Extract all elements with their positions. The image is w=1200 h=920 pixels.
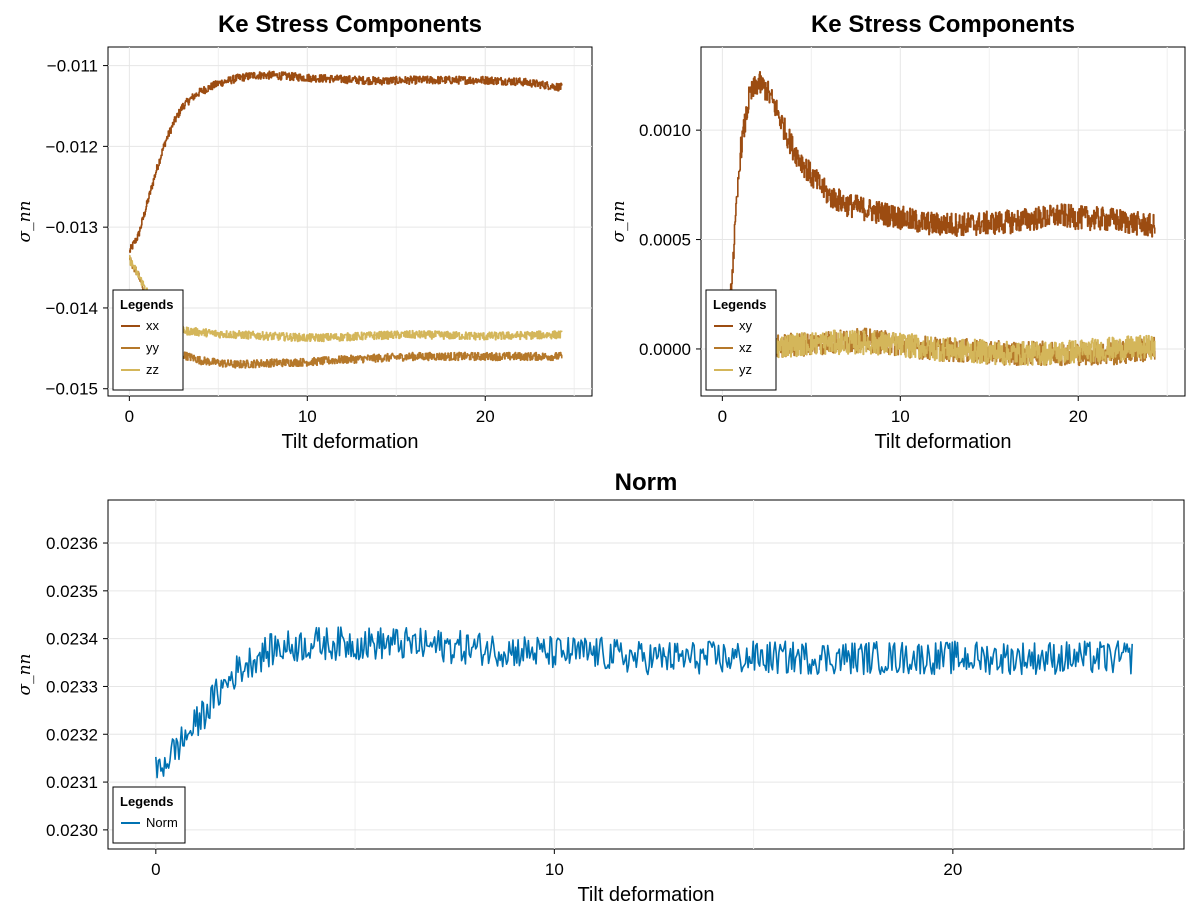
- legend-box: [705, 289, 777, 391]
- legend-item-label: yy: [146, 340, 160, 355]
- y-tick-label: 0.0005: [639, 231, 691, 250]
- x-tick-label: 0: [125, 407, 134, 426]
- y-tick-label: 0.0236: [46, 534, 98, 553]
- series-line-xx: [129, 70, 563, 253]
- chart-panel-3: 0 10 20 0.0230 0.0231 0.0232 0.0233 0.0234 0.023…: [15, 469, 1185, 906]
- legend-item-label: Norm: [146, 815, 178, 830]
- y-tick-label: 0.0233: [46, 677, 98, 696]
- y-tick-label: 0.0235: [46, 582, 98, 601]
- x-tick-label: 20: [476, 407, 495, 426]
- x-tick-label: 10: [891, 407, 910, 426]
- y-tick-label: −0.014: [46, 299, 98, 318]
- y-tick-label: 0.0010: [639, 121, 691, 140]
- y-tick-label: −0.015: [46, 380, 98, 399]
- plot-frame: [107, 499, 1185, 850]
- series-line-yz: [725, 329, 1156, 366]
- x-tick-label: 10: [298, 407, 317, 426]
- legend: Legends Norm: [112, 786, 186, 844]
- chart-title: Norm: [615, 469, 678, 496]
- legend-item-label: xx: [146, 318, 160, 333]
- x-tick-label: 0: [151, 860, 160, 879]
- x-tick-label: 20: [943, 860, 962, 879]
- y-tick-label: −0.013: [46, 218, 98, 237]
- chart-title: Ke Stress Components: [218, 11, 482, 38]
- series-line-yy: [129, 254, 563, 369]
- x-tick-label: 10: [545, 860, 564, 879]
- x-axis-label: Tilt deformation: [577, 884, 714, 906]
- legend-item-label: xz: [739, 340, 752, 355]
- legend-item-label: zz: [146, 362, 159, 377]
- x-axis-label: Tilt deformation: [281, 431, 418, 453]
- chart-panel-2: 0 10 20 0.0000 0.0005 0.0010 Ke Stress Compone…: [609, 11, 1186, 453]
- legend-item-label: xy: [739, 318, 753, 333]
- y-axis-label: σ_nn: [15, 200, 35, 242]
- y-tick-label: −0.012: [46, 137, 98, 156]
- x-tick-label: 0: [718, 407, 727, 426]
- legend-title: Legends: [120, 297, 173, 312]
- series-line-zz: [129, 255, 563, 343]
- y-tick-label: 0.0000: [639, 340, 691, 359]
- legend-item-label: yz: [739, 362, 752, 377]
- y-axis-label: σ_nn: [609, 200, 629, 242]
- legend: Legends xy xz yz: [705, 289, 777, 391]
- chart-panel-1: 0 10 20 −0.015 −0.014 −0.013 −0.012 −0.011 Ke St…: [15, 11, 593, 453]
- y-tick-label: −0.011: [47, 57, 98, 76]
- y-tick-label: 0.0232: [46, 725, 98, 744]
- series-line-Norm: [155, 626, 1133, 779]
- legend-box: [112, 786, 186, 844]
- y-axis-label: σ_nn: [15, 653, 35, 695]
- legend: Legends xx yy zz: [112, 289, 184, 391]
- legend-title: Legends: [713, 297, 766, 312]
- series-line-xy: [725, 70, 1156, 384]
- legend-box: [112, 289, 184, 391]
- y-tick-label: 0.0234: [46, 630, 98, 649]
- y-tick-label: 0.0230: [46, 821, 98, 840]
- x-tick-label: 20: [1069, 407, 1088, 426]
- y-tick-label: 0.0231: [46, 773, 98, 792]
- legend-title: Legends: [120, 794, 173, 809]
- chart-title: Ke Stress Components: [811, 11, 1075, 38]
- x-axis-label: Tilt deformation: [874, 431, 1011, 453]
